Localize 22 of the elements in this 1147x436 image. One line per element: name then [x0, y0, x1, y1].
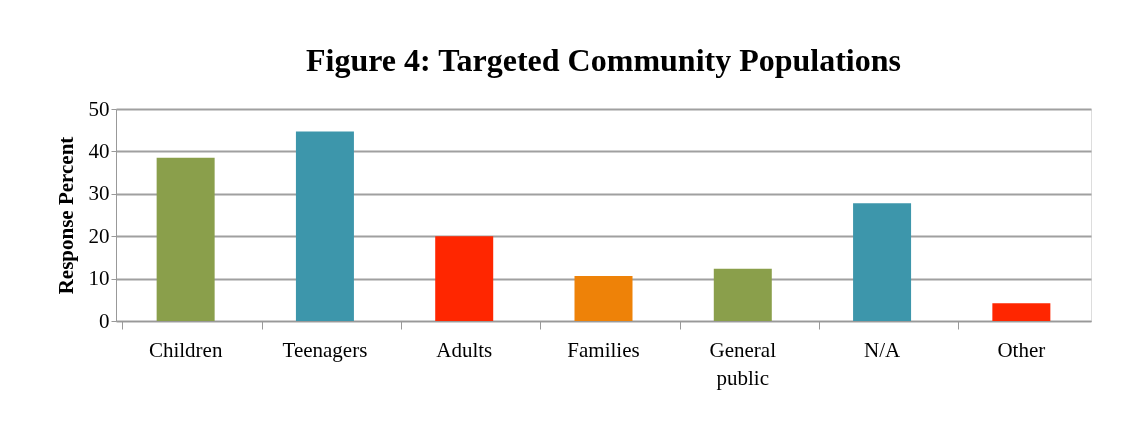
x-tick-label: N/A: [863, 337, 901, 362]
y-tick-label: 50: [88, 96, 110, 121]
bar: [574, 276, 633, 321]
y-tick-label: 30: [88, 181, 110, 206]
bar: [853, 203, 912, 321]
chart-title: Figure 4: Targeted Community Populations: [306, 42, 901, 78]
y-axis-title: Response Percent: [53, 136, 78, 295]
x-tick-label: Families: [567, 337, 640, 362]
bar: [156, 157, 215, 321]
y-tick-label: 0: [99, 308, 110, 333]
bar: [713, 268, 772, 321]
y-tick-label: 10: [88, 266, 110, 291]
x-tick-label: Teenagers: [282, 337, 368, 362]
y-tick-label: 20: [88, 223, 110, 248]
bar: [435, 236, 494, 321]
x-tick-label: Other: [997, 337, 1046, 362]
x-tick-label: Adults: [436, 337, 493, 362]
x-tick-label: Children: [148, 337, 223, 362]
bar: [992, 303, 1051, 321]
bar: [295, 131, 354, 321]
y-tick-label: 40: [88, 138, 110, 163]
x-tick-label: General public: [709, 337, 777, 390]
